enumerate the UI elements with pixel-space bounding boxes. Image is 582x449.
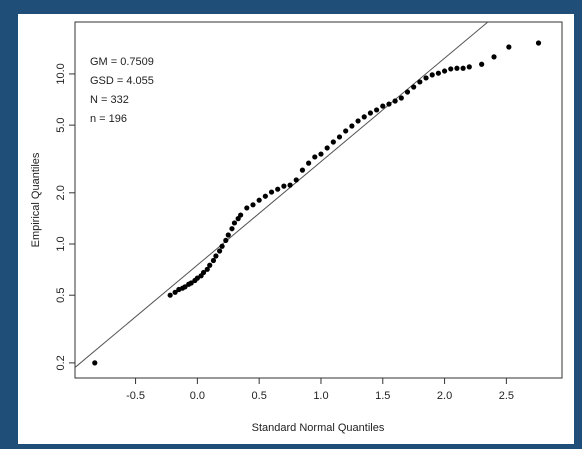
point <box>361 114 367 120</box>
point <box>244 205 250 211</box>
point <box>213 253 219 259</box>
y-tick-label: 10.0 <box>55 63 67 84</box>
point <box>479 61 485 67</box>
point <box>293 177 299 183</box>
point <box>299 167 306 173</box>
point <box>336 134 343 140</box>
point <box>435 70 441 76</box>
point <box>262 193 268 199</box>
plot-frame <box>74 21 563 379</box>
annotation: GM = 0.7509 <box>90 56 154 68</box>
point <box>343 128 349 134</box>
point <box>268 189 275 195</box>
point <box>330 139 336 145</box>
chart-background <box>18 14 574 444</box>
point <box>506 44 512 50</box>
y-tick-label: 5.0 <box>55 117 67 132</box>
point <box>423 75 429 81</box>
x-tick-label: 2.0 <box>437 390 452 402</box>
point <box>167 292 173 298</box>
point <box>225 232 231 238</box>
point <box>448 66 454 72</box>
point <box>380 103 386 109</box>
annotation: N = 332 <box>90 94 129 106</box>
point <box>355 118 361 124</box>
point <box>210 257 217 264</box>
point <box>223 237 229 244</box>
point <box>404 89 411 95</box>
point <box>287 182 293 188</box>
point <box>281 183 287 189</box>
point <box>204 266 210 272</box>
point <box>188 280 194 286</box>
point <box>367 110 374 116</box>
point <box>417 79 423 85</box>
x-tick-label: 0.5 <box>252 390 267 402</box>
point <box>238 212 244 218</box>
y-axis-label: Empirical Quantiles <box>30 152 42 247</box>
point <box>398 95 404 101</box>
point <box>275 186 281 192</box>
point <box>411 84 417 90</box>
point <box>324 145 330 151</box>
point <box>92 360 98 366</box>
point <box>386 101 392 107</box>
point <box>429 72 435 78</box>
point <box>194 275 200 281</box>
point <box>256 197 262 203</box>
point <box>349 123 355 129</box>
point <box>182 284 188 290</box>
x-tick-label: 1.0 <box>313 390 328 402</box>
point <box>491 54 497 60</box>
point <box>318 151 324 157</box>
x-tick-label: 2.5 <box>499 390 514 402</box>
point <box>441 68 448 74</box>
point <box>454 65 460 71</box>
point <box>250 202 256 208</box>
point <box>207 262 213 268</box>
point <box>535 40 542 46</box>
y-tick-label: 0.2 <box>55 355 67 370</box>
y-tick-label: 2.0 <box>55 185 67 200</box>
x-tick-label: -0.5 <box>126 390 145 402</box>
point <box>172 289 178 295</box>
x-tick-label: 0.0 <box>190 390 205 402</box>
point <box>312 154 318 160</box>
point <box>392 98 398 104</box>
point <box>466 64 472 70</box>
annotation: GSD = 4.055 <box>90 75 154 87</box>
x-tick-label: 1.5 <box>375 390 390 402</box>
y-tick-label: 0.5 <box>55 288 67 303</box>
annotation: n = 196 <box>90 113 127 125</box>
point <box>217 248 223 254</box>
point <box>200 269 207 276</box>
x-axis-label: Standard Normal Quantiles <box>252 422 385 434</box>
point <box>219 243 225 249</box>
point <box>229 226 235 232</box>
point <box>460 65 466 71</box>
point <box>373 107 380 113</box>
point <box>231 220 238 226</box>
y-tick-label: 1.0 <box>55 236 67 251</box>
point <box>306 160 312 166</box>
